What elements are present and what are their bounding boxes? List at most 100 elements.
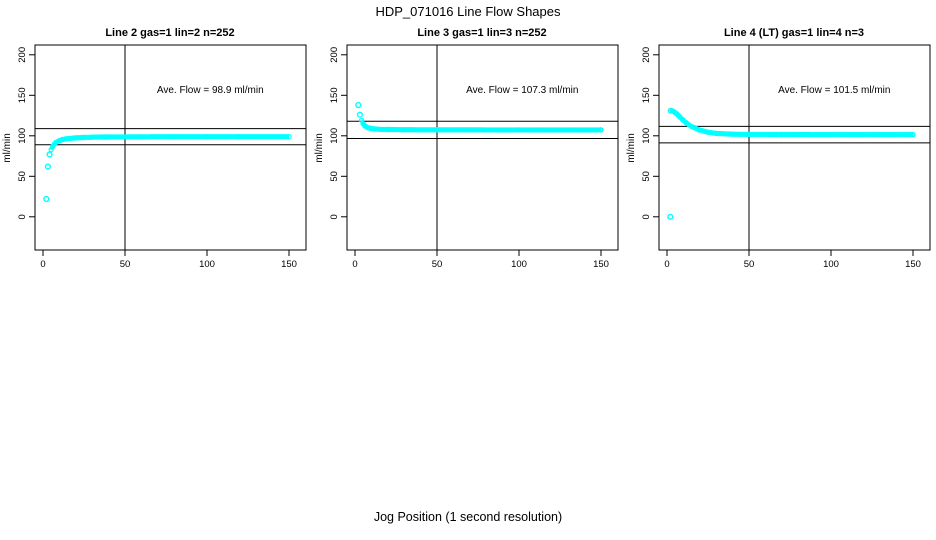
flow-data-point bbox=[775, 131, 782, 138]
flow-data-point bbox=[458, 127, 465, 133]
flow-data-point bbox=[83, 134, 90, 141]
flow-data-point bbox=[439, 127, 445, 133]
flow-data-point bbox=[453, 127, 460, 133]
flow-data-point bbox=[392, 126, 398, 133]
flow-data-point bbox=[850, 131, 856, 138]
flow-data-point bbox=[264, 133, 270, 140]
x-axis-tick-label: 0 bbox=[40, 259, 45, 270]
flow-data-point bbox=[533, 127, 539, 133]
flow-data-point bbox=[572, 127, 579, 133]
flow-data-point bbox=[751, 131, 757, 138]
flow-data-point bbox=[69, 135, 76, 141]
flow-data-point bbox=[401, 126, 407, 133]
flow-data-point bbox=[577, 127, 584, 133]
flow-data-point bbox=[178, 133, 185, 140]
flow-data-point bbox=[449, 127, 455, 133]
flow-data-point bbox=[830, 131, 837, 138]
flow-data-point bbox=[874, 131, 881, 138]
flow-data-point bbox=[120, 134, 127, 140]
flow-data-point bbox=[488, 127, 494, 133]
flow-data-point bbox=[902, 131, 908, 138]
flow-data-point bbox=[441, 127, 448, 133]
flow-data-point bbox=[266, 133, 272, 140]
flow-data-point bbox=[843, 131, 849, 138]
flow-data-point bbox=[158, 133, 164, 140]
flow-data-point bbox=[867, 131, 874, 138]
flow-data-point bbox=[188, 133, 195, 140]
flow-data-point bbox=[376, 126, 383, 133]
flow-data-point bbox=[701, 128, 708, 135]
flow-data-point bbox=[796, 131, 802, 138]
flow-data-point bbox=[899, 131, 905, 138]
flow-data-point bbox=[127, 134, 134, 140]
flow-data-point bbox=[808, 131, 814, 138]
average-flow-annotation: Ave. Flow = 98.9 ml/min bbox=[157, 85, 264, 96]
flow-data-point bbox=[833, 131, 839, 138]
charts-row: Line 2 gas=1 lin=2 n=252 0 50 100 150 0 50 100 1… bbox=[0, 24, 936, 274]
flow-data-point bbox=[887, 131, 893, 138]
flow-data-point bbox=[256, 133, 263, 140]
flow-data-point bbox=[471, 127, 477, 133]
flow-data-point bbox=[228, 133, 235, 140]
panel-title: Line 3 gas=1 lin=3 n=252 bbox=[417, 27, 546, 39]
flow-data-point bbox=[249, 133, 255, 140]
y-axis-title: ml/min bbox=[314, 133, 325, 162]
flow-data-point bbox=[434, 127, 440, 133]
flow-data-point bbox=[89, 134, 95, 140]
y-axis-tick-label: 200 bbox=[641, 47, 652, 63]
flow-data-point bbox=[206, 133, 213, 140]
flow-data-point bbox=[801, 131, 807, 138]
flow-data-point bbox=[753, 131, 760, 138]
flow-data-point bbox=[60, 136, 66, 143]
flow-data-point bbox=[820, 131, 827, 138]
flow-data-point bbox=[768, 131, 774, 138]
flow-data-point bbox=[428, 127, 435, 133]
flow-data-point bbox=[226, 133, 232, 140]
flow-data-point bbox=[595, 127, 601, 133]
flow-data-point bbox=[543, 127, 549, 133]
flow-data-point bbox=[423, 127, 430, 133]
flow-data-point bbox=[219, 133, 225, 140]
panel-line3-chart: Line 3 gas=1 lin=3 n=252 0 50 100 150 0 50 100 1… bbox=[314, 27, 619, 270]
y-axis-tick-label: 100 bbox=[641, 128, 652, 144]
flow-data-point bbox=[500, 127, 507, 133]
flow-data-point bbox=[715, 130, 722, 137]
flow-data-point bbox=[150, 133, 157, 140]
flow-data-point bbox=[779, 131, 785, 138]
flow-data-point bbox=[582, 127, 589, 133]
flow-data-point-isolated bbox=[46, 151, 53, 158]
flow-data-point bbox=[798, 131, 805, 138]
flow-data-point bbox=[198, 133, 204, 140]
flow-data-point bbox=[461, 127, 467, 133]
flow-data-point bbox=[518, 127, 525, 133]
panel-title: Line 2 gas=1 lin=2 n=252 bbox=[105, 27, 234, 39]
flow-data-point bbox=[62, 136, 68, 142]
flow-data-point bbox=[910, 131, 916, 138]
flow-data-point bbox=[216, 133, 222, 140]
plot-box bbox=[658, 44, 931, 251]
flow-data-point bbox=[379, 126, 385, 133]
flow-data-point-isolated bbox=[356, 111, 364, 118]
flow-data-point bbox=[756, 131, 762, 138]
flow-data-point bbox=[758, 131, 764, 138]
flow-data-point bbox=[892, 131, 898, 138]
x-axis-tick-label: 150 bbox=[281, 259, 297, 270]
flow-data-point bbox=[889, 131, 896, 138]
flow-data-point bbox=[387, 126, 394, 133]
x-axis-tick-label: 50 bbox=[120, 259, 131, 270]
flow-data-point bbox=[153, 133, 159, 140]
flow-data-point bbox=[880, 131, 886, 138]
panel-title: Line 4 (LT) gas=1 lin=4 n=3 bbox=[724, 27, 864, 39]
flow-data-point bbox=[793, 131, 800, 138]
flow-data-point bbox=[426, 127, 432, 133]
flow-data-point bbox=[548, 127, 554, 133]
flow-data-point bbox=[368, 125, 375, 132]
flow-data-point bbox=[761, 131, 767, 138]
flow-data-point bbox=[389, 126, 396, 133]
flow-data-point bbox=[77, 134, 84, 141]
flow-data-point bbox=[385, 126, 391, 133]
flow-data-point bbox=[840, 131, 846, 138]
flow-data-point bbox=[146, 134, 152, 140]
flow-data-point bbox=[123, 134, 129, 140]
flow-data-point bbox=[468, 127, 475, 133]
